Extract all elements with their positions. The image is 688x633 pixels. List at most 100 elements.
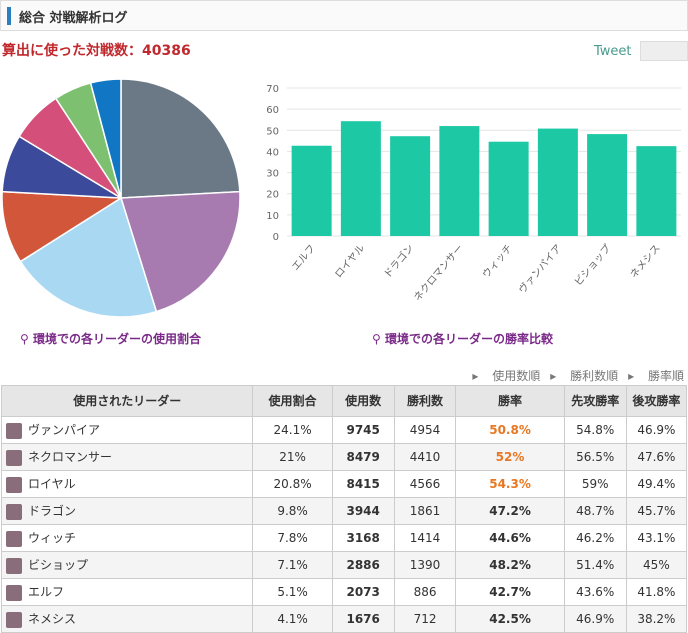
y-tick-label: 50 bbox=[266, 126, 279, 137]
cell-text: 42.5% bbox=[489, 612, 531, 626]
table-cell: ドラゴン bbox=[0, 497, 254, 525]
pie-caption-text: 環境での各リーダーの使用割合 bbox=[32, 332, 201, 346]
cell-text: 46.9% bbox=[576, 612, 615, 626]
cell-text: 20.8% bbox=[273, 477, 312, 491]
table-cell: 48.7% bbox=[563, 497, 627, 525]
bar bbox=[291, 145, 332, 236]
tweet-button[interactable]: Tweet bbox=[594, 44, 632, 59]
cell-text: 2886 bbox=[346, 558, 380, 572]
table-cell: 42.5% bbox=[455, 605, 565, 633]
sort-link[interactable]: ▸ 勝率順 bbox=[628, 369, 684, 383]
cell-text: 8479 bbox=[346, 450, 380, 464]
bar bbox=[636, 146, 677, 236]
cell-text: 54.8% bbox=[576, 423, 615, 437]
table-cell: 46.2% bbox=[563, 524, 627, 552]
bar-caption: ⚲ 環境での各リーダーの勝率比較 bbox=[372, 332, 553, 346]
cell-text: 24.1% bbox=[273, 423, 312, 437]
table-cell: 2073 bbox=[331, 578, 395, 606]
sort-link-text[interactable]: 使用数順 bbox=[492, 369, 541, 383]
cell-text: 21% bbox=[279, 450, 306, 464]
x-tick-label: ヴァンパイア bbox=[516, 242, 565, 296]
cell-text: 45.7% bbox=[637, 504, 676, 518]
cell-text: 712 bbox=[413, 612, 437, 626]
leader-icon bbox=[6, 584, 22, 601]
table-cell: 20.8% bbox=[252, 470, 333, 498]
cell-text: 46.2% bbox=[576, 531, 615, 545]
table-row: ロイヤル 20.8% 8415 4566 54.3% 59% 49.4% bbox=[0, 470, 688, 498]
cell-text: 9.8% bbox=[277, 504, 308, 518]
table-cell: 41.8% bbox=[625, 578, 688, 606]
table-row: ネクロマンサー 21% 8479 4410 52% 56.5% 47.6% bbox=[0, 443, 688, 471]
sort-link-text[interactable]: 勝率順 bbox=[647, 369, 684, 383]
cell-text: 5.1% bbox=[277, 585, 308, 599]
table-cell: 9.8% bbox=[252, 497, 333, 525]
x-tick-label: ドラゴン bbox=[381, 242, 417, 281]
table-cell: ネメシス bbox=[0, 605, 254, 633]
x-tick-label: ネクロマンサー bbox=[411, 242, 465, 303]
table-cell: 3944 bbox=[331, 497, 395, 525]
pie-slice bbox=[19, 196, 158, 318]
sort-link[interactable]: ▸ 使用数順 bbox=[472, 369, 541, 383]
x-tick-label: ネメシス bbox=[628, 242, 663, 280]
sort-link[interactable]: ▸ 勝利数順 bbox=[550, 369, 619, 383]
table-cell: 43.6% bbox=[563, 578, 627, 606]
cell-text: 4.1% bbox=[277, 612, 308, 626]
table-cell: 47.2% bbox=[455, 497, 565, 525]
table-cell: 886 bbox=[393, 578, 457, 606]
table-cell: 24.1% bbox=[252, 416, 333, 444]
cell-text: 45% bbox=[643, 558, 670, 572]
column-header: 使用割合 bbox=[252, 385, 333, 417]
x-tick-label: ウィッチ bbox=[480, 242, 515, 280]
cell-text: エルフ bbox=[28, 585, 65, 600]
y-tick-label: 20 bbox=[266, 190, 279, 201]
cell-text: 43.1% bbox=[637, 531, 676, 545]
table-cell: 44.6% bbox=[455, 524, 565, 552]
table-cell: ネクロマンサー bbox=[0, 443, 254, 471]
bar bbox=[488, 141, 529, 236]
column-header: 勝利数 bbox=[393, 385, 457, 417]
table-cell: 42.7% bbox=[455, 578, 565, 606]
pie-slice bbox=[89, 78, 122, 199]
leader-icon bbox=[6, 503, 22, 520]
cell-text: 1414 bbox=[409, 531, 441, 545]
cell-text: 41.8% bbox=[637, 585, 676, 599]
cell-text: 50.8% bbox=[489, 423, 531, 437]
column-header: 後攻勝率 bbox=[625, 385, 688, 417]
cell-text: 44.6% bbox=[489, 531, 531, 545]
y-tick-label: 40 bbox=[266, 147, 279, 158]
table-cell: 43.1% bbox=[625, 524, 688, 552]
cell-text: 38.2% bbox=[637, 612, 676, 626]
leader-icon bbox=[6, 530, 22, 547]
table-cell: ビショップ bbox=[0, 551, 254, 579]
total-value: 40386 bbox=[142, 43, 191, 59]
table-cell: 1390 bbox=[393, 551, 457, 579]
table-cell: 7.1% bbox=[252, 551, 333, 579]
table-cell: 52% bbox=[455, 443, 565, 471]
header-title: 総合 対戦解析ログ bbox=[19, 11, 128, 26]
table-row: エルフ 5.1% 2073 886 42.7% 43.6% 41.8% bbox=[0, 578, 688, 606]
column-header: 使用数 bbox=[331, 385, 395, 417]
table-cell: ロイヤル bbox=[0, 470, 254, 498]
cell-text: 59% bbox=[581, 477, 609, 491]
sort-link-text[interactable]: 勝利数順 bbox=[570, 369, 619, 383]
cell-text: 47.2% bbox=[489, 504, 531, 518]
table-cell: 3168 bbox=[331, 524, 395, 552]
table-row: ネメシス 4.1% 1676 712 42.5% 46.9% 38.2% bbox=[0, 605, 688, 633]
table-cell: 45% bbox=[625, 551, 688, 579]
table-cell: 9745 bbox=[331, 416, 395, 444]
cell-text: 8415 bbox=[346, 477, 380, 491]
table-cell: ウィッチ bbox=[0, 524, 254, 552]
cell-text: 7.1% bbox=[277, 558, 308, 572]
table-cell: 54.8% bbox=[563, 416, 627, 444]
bar bbox=[537, 128, 578, 236]
bar bbox=[390, 136, 431, 236]
cell-text: ネメシス bbox=[28, 612, 77, 627]
table-cell: 1861 bbox=[393, 497, 457, 525]
table-cell: 59% bbox=[563, 470, 627, 498]
table-cell: 49.4% bbox=[625, 470, 688, 498]
cell-text: 48.2% bbox=[489, 558, 531, 572]
cell-text: 4566 bbox=[409, 477, 441, 491]
sort-links: ▸ 使用数順 ▸ 勝利数順 ▸ 勝率順 bbox=[462, 367, 684, 384]
cell-text: 3944 bbox=[346, 504, 380, 518]
table-row: ドラゴン 9.8% 3944 1861 47.2% 48.7% 45.7% bbox=[0, 497, 688, 525]
